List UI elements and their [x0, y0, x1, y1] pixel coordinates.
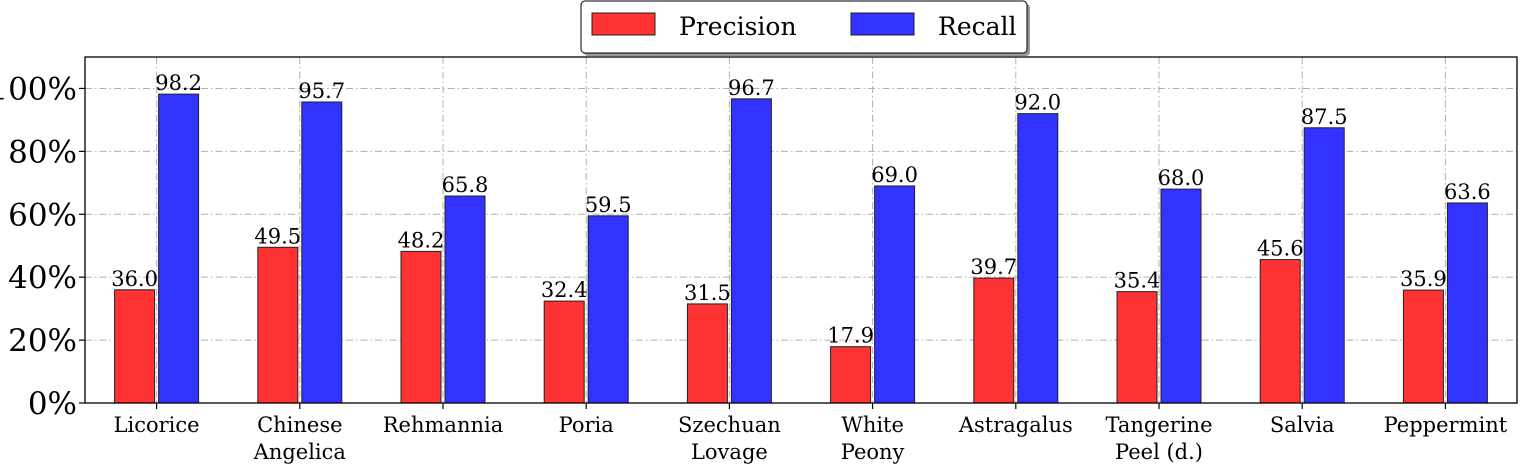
- data-label-recall: 96.7: [728, 76, 775, 100]
- bar-recall: [874, 185, 916, 404]
- bar-precision: [686, 303, 728, 404]
- y-tick-label: 100%: [0, 71, 77, 107]
- bar-precision: [1259, 259, 1301, 404]
- data-label-precision: 35.4: [1114, 269, 1161, 293]
- bar-recall: [1446, 202, 1488, 404]
- legend-label-recall: Recall: [938, 12, 1017, 41]
- data-label-precision: 35.9: [1400, 267, 1447, 291]
- data-label-recall: 63.6: [1444, 180, 1491, 204]
- x-tick-label: Szechuan Lovage: [678, 413, 781, 464]
- bar-recall: [730, 98, 772, 404]
- y-axis: 0% 20% 40% 60% 80% 100%: [0, 71, 85, 422]
- legend: Precision Recall: [580, 0, 1030, 56]
- x-tick-label: Peppermint: [1384, 413, 1508, 437]
- bar-precision: [114, 289, 156, 404]
- bars: [114, 93, 1488, 404]
- data-label-precision: 32.4: [541, 278, 588, 302]
- y-tick-label: 20%: [8, 323, 77, 359]
- data-label-precision: 31.5: [684, 281, 731, 305]
- x-tick-label: White Peony: [841, 413, 905, 464]
- y-tick-label: 0%: [28, 386, 77, 422]
- data-label-recall: 59.5: [585, 193, 632, 217]
- y-tick-label: 40%: [8, 260, 77, 296]
- x-tick-label: Salvia: [1270, 413, 1335, 437]
- x-tick-label: Rehmannia: [383, 413, 503, 437]
- bar-precision: [973, 277, 1015, 404]
- data-labels: 36.0 49.5 48.2 32.4 31.5 17.9 39.7 35.4 45.6 35.9…: [111, 71, 1491, 348]
- bar-precision: [400, 250, 442, 404]
- bar-precision: [830, 346, 872, 404]
- legend-label-precision: Precision: [679, 12, 797, 41]
- x-tick-label: Tangerine Peel (d.): [1106, 413, 1213, 464]
- data-label-precision: 49.5: [254, 224, 301, 248]
- legend-swatch-precision: [591, 12, 656, 36]
- bar-recall: [1160, 188, 1202, 404]
- legend-swatch-recall: [850, 12, 915, 36]
- data-label-precision: 45.6: [1257, 237, 1304, 261]
- x-tick-label: Chinese Angelica: [253, 413, 346, 464]
- data-label-precision: 39.7: [970, 255, 1017, 279]
- y-tick-label: 80%: [8, 134, 77, 170]
- bar-recall: [301, 101, 343, 404]
- data-label-recall: 65.8: [442, 173, 489, 197]
- x-axis: Licorice Chinese Angelica Rehmannia Poria Sze…: [114, 403, 1508, 464]
- data-label-recall: 95.7: [298, 79, 345, 103]
- data-label-recall: 68.0: [1158, 166, 1205, 190]
- bar-precision: [543, 300, 585, 404]
- x-tick-label: Licorice: [114, 413, 200, 437]
- data-label-recall: 98.2: [155, 71, 202, 95]
- data-label-recall: 87.5: [1301, 105, 1348, 129]
- bar-precision: [1116, 291, 1158, 404]
- x-tick-label: Poria: [559, 413, 614, 437]
- data-label-recall: 92.0: [1014, 91, 1061, 115]
- data-label-precision: 36.0: [111, 267, 158, 291]
- bar-recall: [1303, 127, 1345, 404]
- bar-recall: [158, 93, 200, 404]
- bar-recall: [444, 195, 486, 404]
- bar-recall: [587, 215, 629, 404]
- data-label-precision: 48.2: [398, 228, 445, 252]
- bar-precision: [1402, 289, 1444, 404]
- data-label-precision: 17.9: [827, 324, 874, 348]
- bar-precision: [257, 246, 299, 404]
- bar-recall: [1017, 113, 1059, 404]
- x-tick-label: Astragalus: [958, 413, 1073, 437]
- data-label-recall: 69.0: [871, 163, 918, 187]
- legend-box: [580, 0, 1028, 54]
- y-tick-label: 60%: [8, 197, 77, 233]
- plot-frame: [84, 56, 1518, 404]
